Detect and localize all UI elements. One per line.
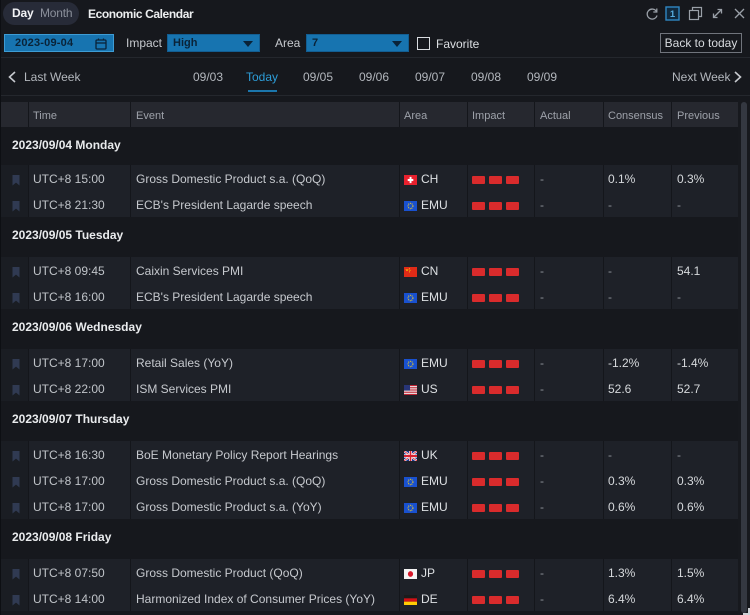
- svg-text:1: 1: [670, 9, 676, 20]
